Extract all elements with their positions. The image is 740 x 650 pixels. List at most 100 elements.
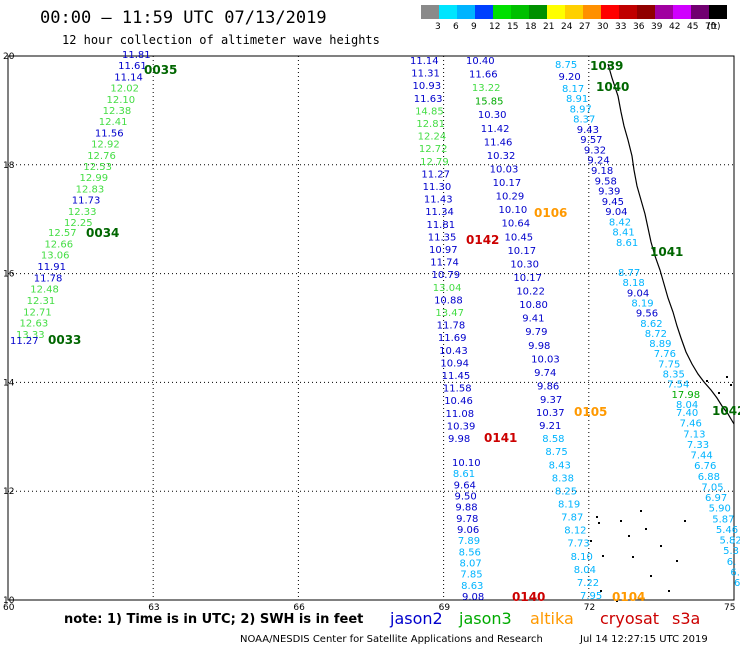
legend-tick-label: 39 [651, 22, 663, 32]
pass-id-label: 0033 [48, 333, 81, 347]
swh-value-label: 7.22 [577, 578, 599, 589]
swh-value-label: 12.76 [87, 151, 116, 162]
swh-value-label: 9.21 [539, 421, 561, 432]
map-frame [7, 55, 735, 601]
swh-value-label: 11.42 [481, 124, 510, 135]
legend-swatch [691, 5, 709, 19]
island-dot [660, 545, 662, 547]
swh-value-label: 8.04 [676, 400, 698, 411]
swh-value-label: 10.30 [510, 259, 539, 270]
swh-value-label: 10.79 [432, 270, 461, 281]
island-dot [706, 380, 708, 382]
island-dot [676, 560, 678, 562]
swh-value-label: 10.94 [440, 358, 469, 369]
swh-value-label: 13.06 [41, 251, 70, 262]
lat-tick-label: 10 [3, 596, 15, 606]
swh-value-label: 15.85 [475, 97, 504, 108]
swh-value-label: 8.77 [618, 268, 640, 279]
lon-tick-label: 72 [584, 603, 595, 613]
legend-tick-label: 30 [597, 22, 609, 32]
mission-name-jason2: jason2 [390, 609, 443, 628]
map-subtitle: 12 hour collection of altimeter wave hei… [62, 33, 380, 47]
swh-value-label: 11.74 [430, 258, 459, 269]
credit-line: NOAA/NESDIS Center for Satellite Applica… [240, 634, 543, 645]
swh-value-label: 5.87 [712, 514, 734, 525]
pass-id-label: 0104 [612, 590, 645, 604]
pass-id-label: 0034 [86, 226, 119, 240]
legend-swatch [655, 5, 673, 19]
swh-value-label: 11.58 [443, 384, 472, 395]
swh-value-label: 11.69 [438, 333, 467, 344]
swh-value-label: 12.41 [99, 117, 128, 128]
legend-swatch [493, 5, 511, 19]
swh-value-label: 11.14 [114, 72, 143, 83]
swh-value-label: 6.76 [694, 461, 716, 472]
legend-tick-label: 12 [489, 22, 501, 32]
legend-tick-label: 6 [453, 22, 459, 32]
swh-value-label: 9.06 [457, 525, 479, 536]
lon-tick-label: 63 [148, 603, 159, 613]
legend-swatch [421, 5, 439, 19]
map-border [7, 55, 735, 601]
mission-name-s3a: s3a [672, 609, 701, 628]
axis-ticks: 60 63 66 69 72 75 10 12 14 16 18 20 [3, 52, 735, 613]
island-dot [645, 528, 647, 530]
swh-value-label: 10.30 [478, 110, 507, 121]
island-dot [726, 376, 728, 378]
island-dot [718, 392, 720, 394]
swh-value-label: 11.43 [424, 195, 453, 206]
swh-value-label: 11.81 [426, 220, 455, 231]
swh-value-label: 6.97 [705, 493, 727, 504]
island-dot [590, 540, 592, 542]
swh-value-label: 12.53 [83, 162, 112, 173]
swh-value-label: 11.31 [411, 69, 440, 80]
swh-value-label: 17.98 [672, 390, 701, 401]
swh-value-label: 9.04 [605, 207, 627, 218]
lat-tick-label: 12 [3, 487, 14, 497]
swh-value-label: 6. [727, 557, 737, 568]
swh-value-label: 8.61 [616, 238, 638, 249]
swh-value-label: 9.20 [559, 72, 581, 83]
swh-value-label: 10.03 [490, 164, 519, 175]
swh-value-label: 12.79 [420, 157, 449, 168]
swh-value-label: 10.03 [531, 354, 560, 365]
swh-value-label: 8.75 [555, 60, 577, 71]
swh-value-label: 10.40 [466, 56, 495, 67]
swh-value-label: 8.42 [609, 217, 631, 228]
swh-value-label: 8.97 [570, 104, 592, 115]
swh-value-label: 9.86 [537, 381, 559, 392]
legend-tick-label: 45 [687, 22, 699, 32]
swh-value-label: 10.22 [516, 287, 545, 298]
swh-value-label: 6 [734, 578, 740, 589]
swh-value-label: 9.88 [455, 503, 477, 514]
lat-tick-label: 16 [3, 270, 15, 280]
swh-value-label: 7.75 [658, 359, 680, 370]
swh-value-label: 13.04 [433, 283, 462, 294]
swh-value-label: 8.07 [460, 559, 482, 570]
pass-id-label: 1039 [590, 59, 623, 73]
swh-value-label: 10.46 [444, 396, 473, 407]
swh-value-label: 11.66 [469, 70, 498, 81]
swh-value-label: 12.63 [20, 319, 49, 330]
swh-value-label: 8.25 [555, 486, 577, 497]
island-dot [598, 522, 600, 524]
legend-tick-label: 36 [633, 22, 645, 32]
pass-id-label: 0105 [574, 405, 607, 419]
legend-swatch [475, 5, 493, 19]
swh-value-label: 8.75 [545, 447, 567, 458]
mission-name-jason3: jason3 [459, 609, 512, 628]
swh-value-label: 8.63 [461, 581, 483, 592]
swh-value-label: 12.71 [23, 307, 52, 318]
pass-id-label: 1040 [596, 80, 629, 94]
swh-value-label: 8.61 [453, 469, 475, 480]
swh-value-label: 8.43 [549, 460, 571, 471]
swh-value-label: 9.18 [591, 166, 613, 177]
swh-value-label: 12.72 [419, 144, 448, 155]
swh-value-label: 8.91 [566, 94, 588, 105]
swh-value-label: 9.08 [462, 592, 484, 603]
map-grid [8, 56, 734, 600]
island-dot [668, 590, 670, 592]
swh-value-label: 7.40 [676, 408, 698, 419]
swh-value-label: 11.08 [445, 409, 474, 420]
island-dot [602, 555, 604, 557]
